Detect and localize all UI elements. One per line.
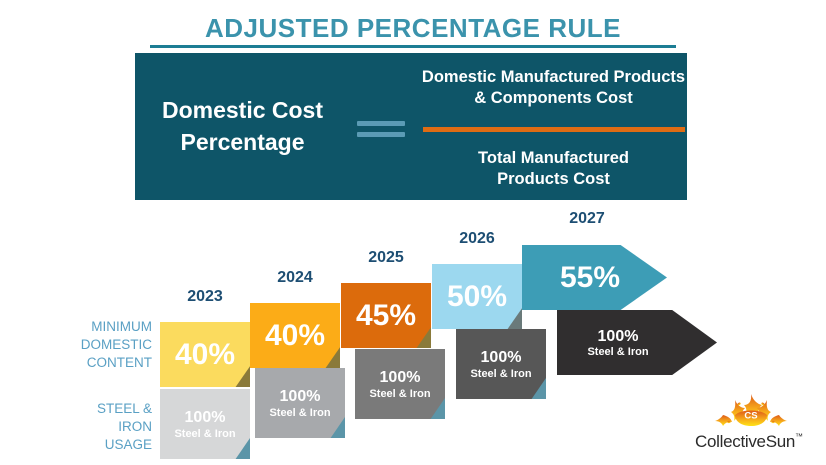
svg-text:CS: CS [744,411,757,422]
